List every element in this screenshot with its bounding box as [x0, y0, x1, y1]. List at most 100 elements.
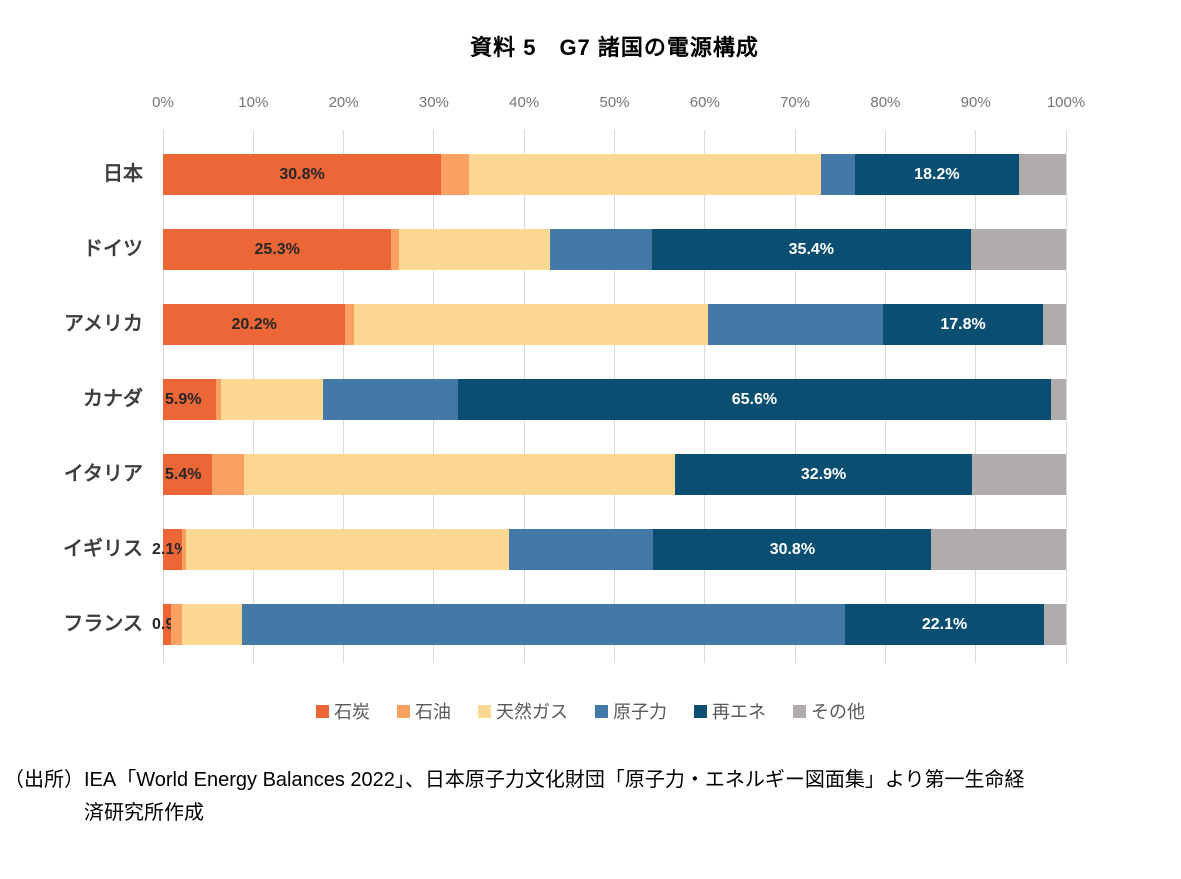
bar-segment-oil [345, 304, 354, 345]
bar-segment-renewables [675, 454, 973, 495]
category-label: フランス [63, 613, 143, 635]
x-tick-label: 80% [870, 94, 901, 111]
bar-segment-coal [163, 454, 212, 495]
x-tick-label: 10% [238, 94, 269, 111]
bar-segment-oil [211, 454, 245, 495]
legend-swatch-nuclear-icon [595, 704, 608, 718]
bar-segment-gas [220, 379, 323, 420]
category-label: イギリス [63, 538, 143, 560]
bar-segment-nuclear [508, 529, 654, 570]
data-label-renewables: 65.6% [731, 391, 778, 408]
data-label-coal: 5.4% [165, 466, 202, 483]
category-label: カナダ [83, 388, 143, 410]
legend-label-coal: 石炭 [334, 702, 370, 722]
bar-segment-coal [163, 379, 217, 420]
bar-segment-other [931, 529, 1066, 570]
legend-item-other: その他 [793, 698, 865, 724]
x-tick-label: 60% [689, 94, 720, 111]
bar-segment-renewables [651, 229, 972, 270]
bar-segment-other [971, 229, 1066, 270]
bar-segment-nuclear [821, 154, 855, 195]
bar-row: 5.4% 32.9% [163, 454, 1066, 495]
bar-segment-gas [244, 454, 675, 495]
category-label: イタリア [63, 463, 143, 485]
legend-item-nuclear: 原子力 [595, 698, 667, 724]
legend-label-other: その他 [811, 702, 865, 722]
bar-segment-renewables [854, 154, 1020, 195]
bar-segment-renewables [844, 604, 1045, 645]
data-label-coal: 25.3% [254, 241, 300, 258]
legend-label-nuclear: 原子力 [613, 702, 667, 722]
legend-swatch-renewables-icon [694, 704, 707, 718]
legend-swatch-other-icon [793, 704, 806, 718]
bar-row: 5.9% 65.6% [163, 379, 1066, 420]
legend-swatch-gas-icon [478, 704, 491, 718]
x-tick-label: 20% [328, 94, 359, 111]
bar-segment-nuclear [322, 379, 459, 420]
bar-row: 25.3% 35.4% [163, 229, 1066, 270]
bar-segment-oil [171, 604, 182, 645]
data-label-renewables: 18.2% [914, 166, 960, 183]
bar-segment-gas [469, 154, 822, 195]
category-label: アメリカ [64, 313, 143, 335]
data-label-coal: 20.2% [231, 316, 277, 333]
bar-row: 30.8% 18.2% [163, 154, 1066, 195]
x-tick-label: 40% [509, 94, 540, 111]
bar-segment-nuclear [550, 229, 652, 270]
x-tick-label: 70% [780, 94, 811, 111]
legend-label-oil: 石油 [415, 702, 451, 722]
bar-segment-other [1043, 304, 1066, 345]
bar-segment-gas [398, 229, 551, 270]
category-label: 日本 [103, 163, 143, 185]
bar-segment-nuclear [708, 304, 883, 345]
bar-segment-oil [181, 529, 187, 570]
plot-area: 0% 10% 20% 30% 40% 50% 60% 70% 80% 90% 100% 日本 30.8%… [63, 94, 1085, 663]
data-label-coal: 2.1% [152, 541, 189, 558]
bar-segment-gas [353, 304, 709, 345]
bar-row: 20.2% 17.8% [163, 304, 1066, 345]
legend-item-oil: 石油 [397, 698, 451, 724]
bar-segment-nuclear [242, 604, 845, 645]
x-tick-label: 50% [599, 94, 630, 111]
bar-segment-gas [181, 604, 243, 645]
legend-swatch-oil-icon [397, 704, 410, 718]
bar-segment-renewables [458, 379, 1051, 420]
category-label: ドイツ [83, 238, 143, 260]
bar-segment-gas [186, 529, 509, 570]
x-tick-label: 90% [960, 94, 991, 111]
bar-row: 0.9%22.1% [152, 604, 1066, 645]
bar-segment-renewables [882, 304, 1044, 345]
data-label-renewables: 32.9% [800, 466, 847, 483]
x-tick-label: 100% [1046, 94, 1086, 111]
bar-segment-other [1044, 604, 1066, 645]
source-line-2: 済研究所作成 [84, 802, 204, 824]
chart-title: 資料 5 G7 諸国の電源構成 [470, 35, 759, 60]
legend-item-coal: 石炭 [316, 698, 370, 724]
legend-item-renewables: 再エネ [694, 698, 766, 724]
source-note: （出所）IEA「World Energy Balances 2022」、日本原子… [4, 764, 1177, 830]
legend-label-renewables: 再エネ [712, 702, 766, 722]
source-line-1: （出所）IEA「World Energy Balances 2022」、日本原子… [4, 769, 1025, 791]
data-label-coal: 30.8% [279, 166, 325, 183]
data-label-renewables: 35.4% [788, 241, 835, 258]
bar-segment-coal [163, 304, 346, 345]
bar-segment-other [1050, 379, 1066, 420]
legend-label-gas: 天然ガス [496, 702, 568, 722]
bar-segment-coal [163, 229, 392, 270]
data-label-coal: 5.9% [165, 391, 202, 408]
bar-segment-coal [163, 529, 182, 570]
bar-segment-other [1019, 154, 1066, 195]
gridline [1065, 130, 1067, 663]
x-tick-label: 30% [418, 94, 449, 111]
bar-row: 2.1% 30.8% [152, 529, 1066, 570]
bar-segment-coal [163, 604, 172, 645]
bar-segment-coal [163, 154, 442, 195]
x-tick-label: 0% [152, 94, 174, 111]
legend-item-gas: 天然ガス [478, 698, 568, 724]
data-label-renewables: 22.1% [921, 616, 968, 633]
data-label-renewables: 17.8% [940, 316, 986, 333]
data-label-renewables: 30.8% [769, 541, 816, 558]
bar-segment-oil [391, 229, 399, 270]
bar-segment-other [972, 454, 1066, 495]
